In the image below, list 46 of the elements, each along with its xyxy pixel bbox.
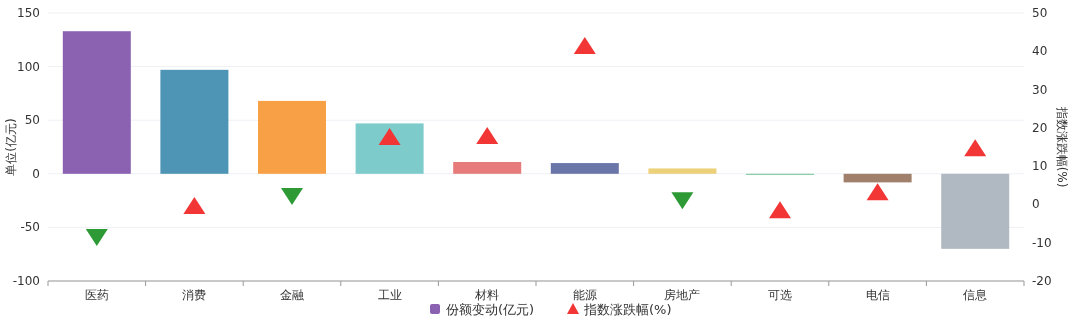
bar: [160, 69, 229, 174]
point: [183, 196, 206, 214]
x-tick-label: 房地产: [664, 288, 701, 302]
y-tick-label: 50: [24, 113, 40, 128]
x-tick-label: 工业: [377, 288, 402, 302]
bar: [258, 100, 326, 174]
y2-tick-label: 20: [1032, 120, 1048, 135]
bar: [941, 173, 1010, 249]
y-tick-label: 100: [17, 59, 40, 74]
y2-tick-label: -20: [1032, 274, 1052, 288]
y2-tick-label: -10: [1032, 235, 1052, 250]
y-tick-label: -50: [20, 220, 40, 235]
x-tick-label: 消费: [182, 288, 207, 302]
x-tick-label: 材料: [474, 288, 500, 302]
bar: [453, 162, 522, 174]
x-tick-label: 医药: [84, 288, 109, 302]
bar: [843, 173, 912, 183]
point: [964, 139, 987, 157]
y-tick-label: -100: [12, 274, 40, 288]
y-tick-label: 150: [17, 6, 40, 20]
y2-tick-label: 10: [1032, 159, 1048, 174]
bar: [648, 168, 717, 174]
point: [573, 36, 596, 54]
y-axis-title: 单位(亿元): [4, 118, 18, 176]
point: [85, 228, 108, 246]
y2-tick-label: 0: [1032, 197, 1040, 212]
x-tick-label: 金融: [280, 288, 304, 302]
y2-axis-title: 指数涨跌幅(%): [1055, 105, 1069, 188]
y2-tick-label: 30: [1032, 82, 1048, 97]
point: [281, 188, 303, 206]
point: [671, 192, 694, 210]
point: [476, 126, 499, 144]
point: [769, 201, 791, 219]
y2-tick-label: 50: [1032, 6, 1048, 20]
legend-label: 份额变动(亿元): [446, 302, 535, 317]
bar: [550, 163, 619, 174]
x-tick-label: 能源: [572, 288, 597, 302]
point: [866, 183, 889, 201]
bar: [62, 31, 131, 174]
x-tick-label: 电信: [865, 288, 890, 302]
x-tick-label: 信息: [963, 288, 988, 302]
y-tick-label: 0: [32, 166, 40, 181]
y2-tick-label: 40: [1032, 44, 1048, 59]
legend-label: 指数涨跌幅(%): [583, 302, 672, 317]
x-tick-label: 可选: [768, 288, 792, 302]
bar: [355, 123, 424, 174]
